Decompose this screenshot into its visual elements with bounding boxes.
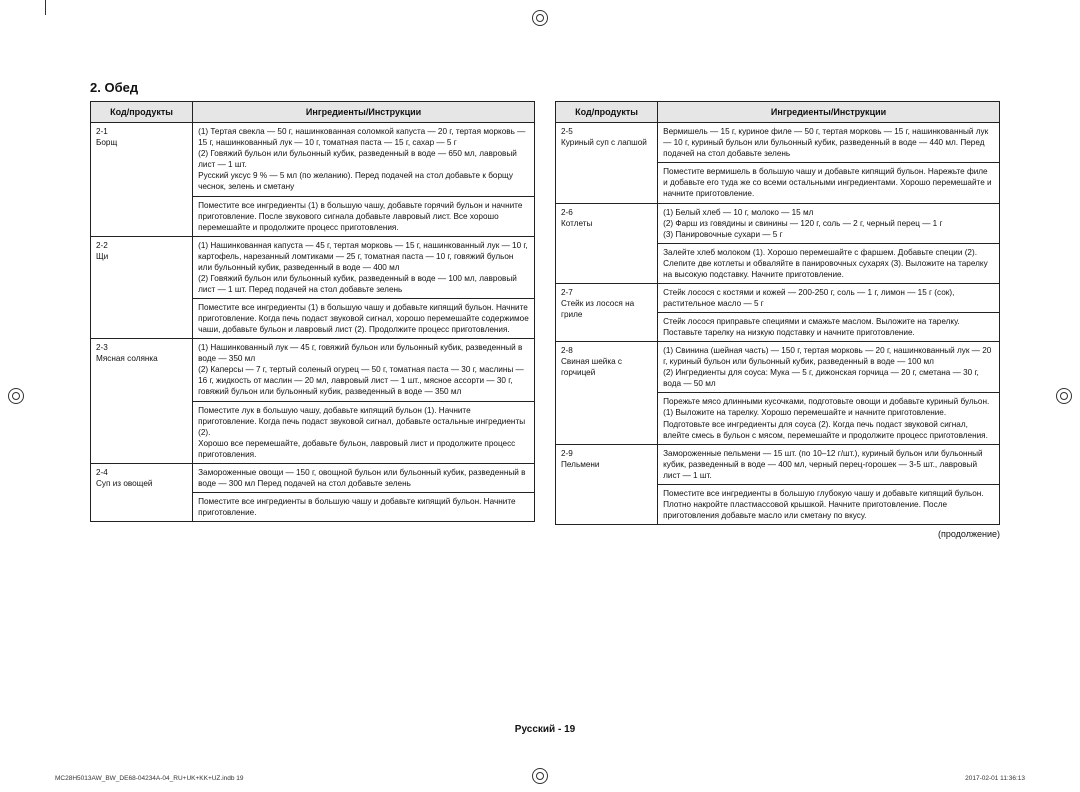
footer-language: Русский - <box>515 724 564 735</box>
instruction-cell: Поместите вермишель в большую чашу и доб… <box>658 163 1000 203</box>
content-area: 2. Обед Код/продукты Ингредиенты/Инструк… <box>45 10 1045 539</box>
code-cell: 2-5 Куриный суп с лапшой <box>556 123 658 203</box>
instruction-cell: Стейк лосося с костями и кожей — 200-250… <box>658 283 1000 312</box>
table-row: 2-1 Борщ(1) Тертая свекла — 50 г, нашинк… <box>91 123 535 196</box>
instruction-cell: Стейк лосося приправьте специями и смажь… <box>658 313 1000 342</box>
right-column: Код/продукты Ингредиенты/Инструкции 2-5 … <box>555 101 1000 539</box>
instruction-cell: (1) Нашинкованная капуста — 45 г, тертая… <box>193 236 535 298</box>
table-row: 2-7 Стейк из лосося на грилеСтейк лосося… <box>556 283 1000 312</box>
table-row: 2-8 Свиная шейка с горчицей(1) Свинина (… <box>556 342 1000 393</box>
instruction-cell: (1) Тертая свекла — 50 г, нашинкованная … <box>193 123 535 196</box>
instruction-cell: Замороженные овощи — 150 г, овощной буль… <box>193 463 535 492</box>
left-column: Код/продукты Ингредиенты/Инструкции 2-1 … <box>90 101 535 539</box>
registration-mark-icon <box>8 388 24 404</box>
code-cell: 2-6 Котлеты <box>556 203 658 283</box>
code-cell: 2-7 Стейк из лосося на гриле <box>556 283 658 341</box>
table-row: 2-3 Мясная солянка(1) Нашинкованный лук … <box>91 339 535 401</box>
header-instr: Ингредиенты/Инструкции <box>193 102 535 123</box>
instruction-cell: Вермишель — 15 г, куриное филе — 50 г, т… <box>658 123 1000 163</box>
table-row: 2-9 ПельмениЗамороженные пельмени — 15 ш… <box>556 444 1000 484</box>
code-cell: 2-2 Щи <box>91 236 193 339</box>
table-row: 2-4 Суп из овощейЗамороженные овощи — 15… <box>91 463 535 492</box>
registration-mark-icon <box>532 768 548 784</box>
instruction-cell: Поместите все ингредиенты (1) в большую … <box>193 299 535 339</box>
header-code: Код/продукты <box>556 102 658 123</box>
code-cell: 2-3 Мясная солянка <box>91 339 193 464</box>
instruction-cell: (1) Свинина (шейная часть) — 150 г, терт… <box>658 342 1000 393</box>
instruction-cell: Поместите все ингредиенты (1) в большую … <box>193 196 535 236</box>
code-cell: 2-8 Свиная шейка с горчицей <box>556 342 658 445</box>
page-container: 2. Обед Код/продукты Ингредиенты/Инструк… <box>45 10 1045 770</box>
footer-page-number: 19 <box>564 724 575 735</box>
code-cell: 2-4 Суп из овощей <box>91 463 193 521</box>
code-cell: 2-9 Пельмени <box>556 444 658 524</box>
header-instr: Ингредиенты/Инструкции <box>658 102 1000 123</box>
page-footer: Русский - 19 <box>45 724 1045 735</box>
print-filename: MC28H5013AW_BW_DE68-04234A-04_RU+UK+KK+U… <box>55 775 244 782</box>
table-row: 2-6 Котлеты(1) Белый хлеб — 10 г, молоко… <box>556 203 1000 243</box>
registration-mark-icon <box>1056 388 1072 404</box>
section-title: 2. Обед <box>90 80 1000 95</box>
instruction-cell: Поместите лук в большую чашу, добавьте к… <box>193 401 535 463</box>
instruction-cell: Порежьте мясо длинными кусочками, подгот… <box>658 393 1000 444</box>
instruction-cell: Поместите все ингредиенты в большую глуб… <box>658 484 1000 524</box>
header-code: Код/продукты <box>91 102 193 123</box>
two-column-layout: Код/продукты Ингредиенты/Инструкции 2-1 … <box>90 101 1000 539</box>
continuation-label: (продолжение) <box>555 529 1000 539</box>
recipe-table-right: Код/продукты Ингредиенты/Инструкции 2-5 … <box>555 101 1000 525</box>
instruction-cell: Залейте хлеб молоком (1). Хорошо перемеш… <box>658 243 1000 283</box>
instruction-cell: Замороженные пельмени — 15 шт. (по 10–12… <box>658 444 1000 484</box>
table-row: 2-2 Щи(1) Нашинкованная капуста — 45 г, … <box>91 236 535 298</box>
code-cell: 2-1 Борщ <box>91 123 193 237</box>
recipe-table-left: Код/продукты Ингредиенты/Инструкции 2-1 … <box>90 101 535 522</box>
table-row: 2-5 Куриный суп с лапшойВермишель — 15 г… <box>556 123 1000 163</box>
print-timestamp: 2017-02-01 11:36:13 <box>965 775 1025 782</box>
instruction-cell: Поместите все ингредиенты в большую чашу… <box>193 492 535 521</box>
instruction-cell: (1) Белый хлеб — 10 г, молоко — 15 мл (2… <box>658 203 1000 243</box>
instruction-cell: (1) Нашинкованный лук — 45 г, говяжий бу… <box>193 339 535 401</box>
